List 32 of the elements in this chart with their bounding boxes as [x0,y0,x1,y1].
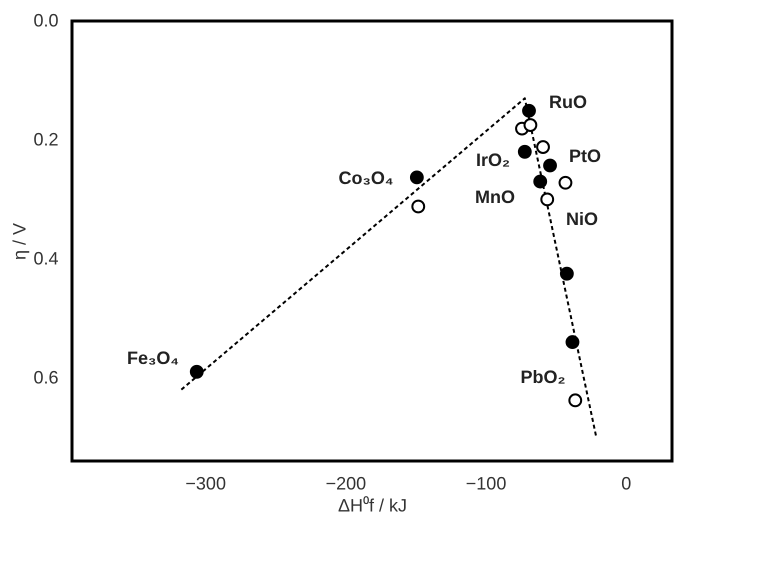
annotation: Co₃O₄ [338,168,394,188]
point [190,364,204,379]
annotation: IrO₂ [476,150,510,170]
y-tick-label: 0.4 [33,248,58,268]
point [568,393,582,408]
annotation: RuO [549,92,587,112]
point [522,104,536,118]
x-tick-label: −300 [185,474,226,494]
point [533,174,548,188]
point [523,118,538,132]
point [560,266,574,281]
x-tick-label: −100 [466,474,506,494]
y-tick-label: 0.0 [33,10,58,30]
annotation: NiO [566,209,598,229]
y-tick-label: 0.6 [33,367,58,388]
point [536,140,550,154]
y-tick-label: 0.2 [33,129,58,150]
annotation: MnO [475,187,515,207]
y-axis-title: η / V [9,222,30,260]
point [411,200,426,214]
annotation: PtO [568,146,602,166]
point [410,170,424,184]
point [566,335,580,349]
annotation: Fe₃O₄ [127,348,179,368]
point [540,192,554,206]
point [558,176,572,190]
x-tick-label: −200 [326,474,366,494]
x-axis-title: ΔH⁰f / kJ [338,496,408,516]
annotation: PbO₂ [520,367,566,387]
x-tick-label: 0 [621,474,632,494]
point [518,144,532,159]
point [543,158,557,172]
